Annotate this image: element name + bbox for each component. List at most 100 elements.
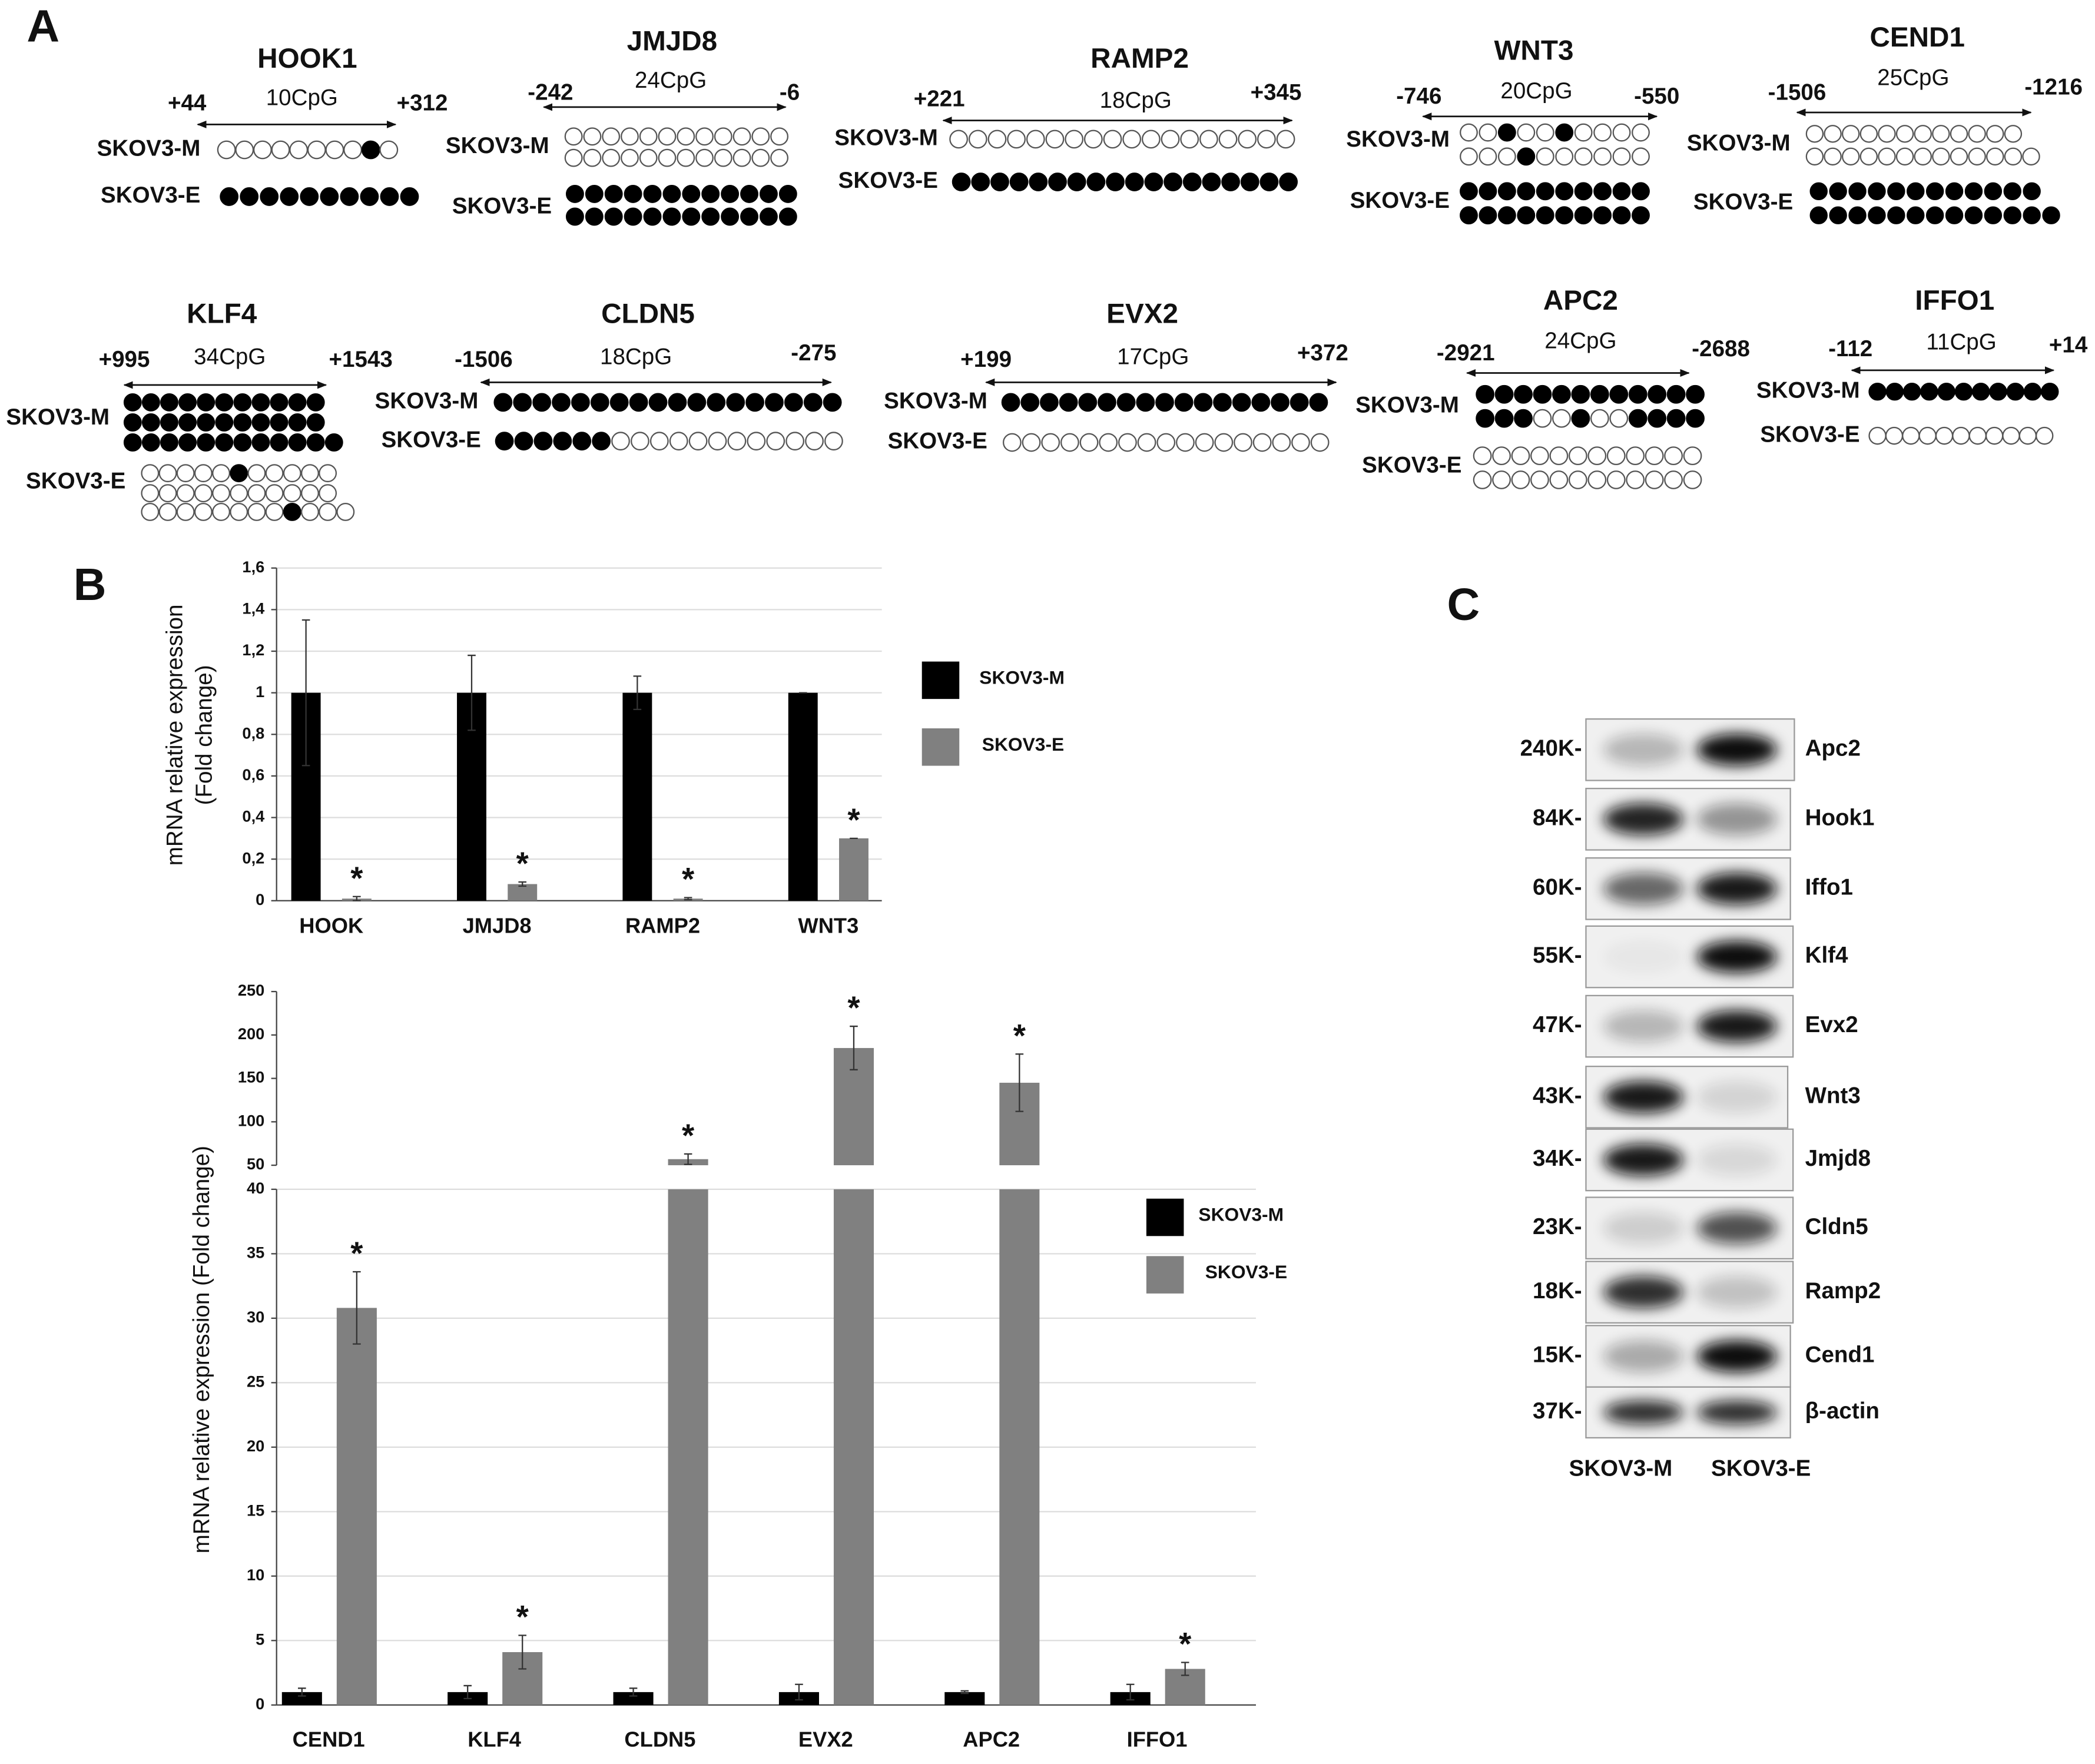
cpg-site	[1587, 446, 1607, 466]
blot-band	[1603, 1010, 1684, 1043]
x-tick-label: RAMP2	[625, 914, 700, 938]
cpg-site	[319, 464, 337, 483]
cpg-site	[240, 187, 259, 206]
cpg-site	[1494, 384, 1514, 404]
protein-label: Cend1	[1805, 1342, 1875, 1368]
cpg-site	[583, 148, 602, 167]
cpg-site	[141, 484, 160, 503]
error-bar	[463, 1685, 472, 1699]
gene-title: JMJD8	[627, 26, 718, 57]
cpg-site	[726, 393, 745, 412]
cpg-site	[2023, 383, 2042, 401]
cpg-site	[553, 432, 572, 451]
cpg-site	[270, 393, 289, 412]
cpg-site	[695, 148, 714, 167]
blot-band	[1696, 873, 1777, 905]
cpg-site	[1221, 173, 1240, 191]
cpg-site	[1964, 182, 1983, 201]
sample-label: SKOV3-E	[1693, 189, 1793, 214]
cpg-site	[1606, 446, 1626, 466]
cpg-site	[1214, 433, 1234, 452]
region-start: -242	[528, 79, 573, 105]
cpg-site	[288, 393, 307, 412]
marker-size: 37K-	[1533, 1398, 1582, 1424]
protein-label: Ramp2	[1805, 1278, 1881, 1304]
bar	[999, 1189, 1040, 1705]
cpg-site	[1645, 470, 1664, 489]
cpg-site	[1536, 123, 1554, 142]
cpg-site	[751, 127, 770, 146]
region-end: -2688	[1692, 336, 1750, 362]
cpg-site	[197, 433, 216, 452]
cpg-site	[629, 393, 648, 412]
cpg-site	[158, 484, 177, 503]
cpg-site	[1552, 384, 1571, 404]
cpg-site	[178, 413, 197, 432]
blot-band	[1603, 1143, 1684, 1176]
cpg-site	[325, 140, 344, 160]
cpg-site	[643, 207, 662, 226]
cpg-site	[1517, 206, 1536, 225]
cpg-site	[1530, 470, 1549, 489]
cpg-site	[400, 187, 419, 206]
cpg-site	[1918, 426, 1937, 445]
y-tick-label: 50	[247, 1155, 264, 1173]
x-tick-label: EVX2	[798, 1727, 853, 1752]
cpg-site	[1163, 173, 1182, 191]
cpg-site	[301, 484, 319, 503]
cpg-site	[1666, 384, 1686, 404]
cpg-site	[283, 503, 301, 521]
cpg-site	[1950, 125, 1968, 143]
cpg-site	[585, 207, 604, 226]
cpg-site	[1859, 125, 1878, 143]
cpg-site	[1174, 393, 1194, 412]
cpg-site	[270, 433, 289, 452]
blot-band	[1603, 1400, 1684, 1425]
cpg-site	[1914, 125, 1932, 143]
cpg-site	[1290, 393, 1309, 412]
cpg-site	[778, 207, 797, 226]
cpg-site	[1259, 173, 1279, 191]
cpg-site	[1195, 433, 1214, 452]
sample-label: SKOV3-M	[1756, 377, 1860, 403]
cpg-site	[765, 393, 784, 412]
cpg-site	[1626, 470, 1645, 489]
cpg-site	[669, 432, 688, 451]
cpg-site	[1007, 130, 1026, 149]
cpg-site	[1045, 130, 1065, 149]
cpg-site	[571, 393, 590, 412]
cpg-site	[1612, 182, 1631, 201]
cpg-site	[740, 207, 758, 226]
cpg-site	[1492, 470, 1511, 489]
sample-label: SKOV3-E	[1760, 422, 1859, 447]
cpg-site	[336, 503, 355, 521]
cpg-site	[662, 184, 681, 203]
protein-label: β-actin	[1805, 1398, 1879, 1424]
cpg-count: 11CpG	[1926, 330, 1996, 355]
region-end: +14	[2049, 332, 2088, 357]
cpg-site	[230, 464, 248, 483]
cpg-site	[361, 140, 380, 160]
x-tick-label: APC2	[963, 1727, 1020, 1752]
region-end: -550	[1634, 84, 1679, 109]
cpg-site	[1645, 446, 1664, 466]
cpg-site	[688, 432, 708, 451]
cpg-site	[1078, 393, 1098, 412]
region-start: +199	[960, 347, 1012, 372]
cpg-site	[1103, 130, 1122, 149]
cpg-site	[602, 148, 621, 167]
cpg-site	[1606, 470, 1626, 489]
cpg-site	[283, 464, 301, 483]
error-bar	[1181, 1662, 1189, 1676]
y-tick-label: 250	[238, 981, 264, 999]
sample-label: SKOV3-M	[446, 133, 549, 158]
cpg-site	[215, 413, 234, 432]
cpg-site	[1593, 147, 1612, 166]
cpg-site	[1571, 384, 1590, 404]
cpg-site	[785, 432, 805, 451]
y-tick-label: 0,6	[242, 765, 264, 784]
protein-label: Cldn5	[1805, 1214, 1868, 1239]
cpg-site	[247, 464, 266, 483]
x-tick-label: CEND1	[293, 1727, 365, 1752]
sample-label: SKOV3-E	[101, 183, 200, 208]
